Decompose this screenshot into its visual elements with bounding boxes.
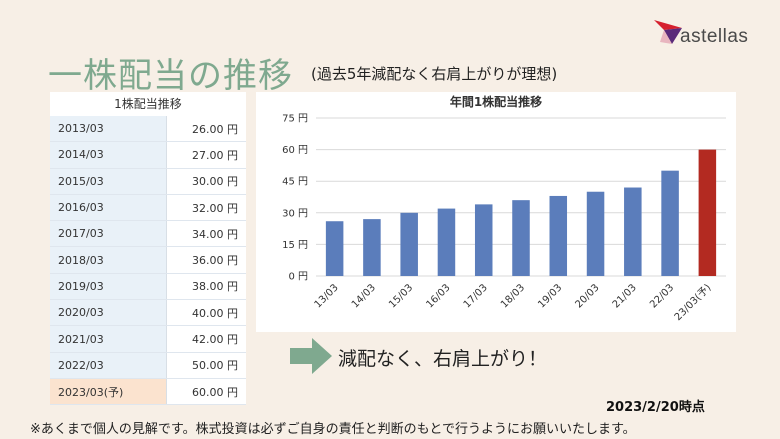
table-row: 2015/03 30.00 円	[50, 168, 246, 195]
x-tick-label: 21/03	[611, 282, 639, 310]
x-tick-label: 16/03	[424, 282, 452, 310]
as-of-date: 2023/2/20時点	[606, 400, 705, 415]
y-tick-label: 30 円	[282, 208, 308, 219]
bar	[363, 219, 381, 276]
x-tick-label: 22/03	[648, 282, 676, 310]
table-row: 2019/03 38.00 円	[50, 273, 246, 301]
x-tick-label: 19/03	[536, 282, 564, 310]
table-row: 2016/03 32.00 円	[50, 194, 246, 222]
bar	[437, 208, 456, 276]
table-row: 2020/03 40.00 円	[50, 299, 246, 327]
y-tick-label: 60 円	[282, 145, 308, 156]
table-cell-year: 2013/03	[50, 116, 167, 143]
y-tick-label: 0 円	[288, 272, 308, 283]
table-cell-year: 2017/03	[50, 220, 167, 248]
dividend-table: 2013/03 26.00 円 2014/03 27.00 円 2015/03 30.00…	[50, 116, 246, 406]
table-row: 2017/03 34.00 円	[50, 220, 246, 248]
table-cell-value: 27.00 円	[166, 141, 246, 169]
x-tick-label: 20/03	[574, 282, 602, 310]
table-caption: 1株配当推移	[114, 97, 182, 111]
bar	[661, 170, 679, 276]
y-tick-label: 45 円	[282, 177, 308, 188]
table-cell-year: 2020/03	[50, 299, 167, 327]
table-row: 2022/03 50.00 円	[50, 352, 246, 379]
table-cell-value: 60.00 円	[166, 378, 246, 406]
table-cell-year: 2023/03(予)	[50, 378, 167, 406]
table-cell-year: 2016/03	[50, 194, 167, 222]
table-cell-value: 30.00 円	[166, 168, 246, 195]
table-row: 2014/03 27.00 円	[50, 141, 246, 169]
bar	[400, 212, 418, 276]
x-tick-label: 18/03	[499, 282, 527, 310]
logo-text: astellas	[680, 26, 749, 47]
x-tick-label: 13/03	[313, 282, 341, 310]
bar	[698, 149, 717, 276]
dividend-chart-panel: 年間1株配当推移 0 円 15 円 30 円 45 円 60 円 75 円 13/03 14…	[256, 92, 736, 332]
disclaimer: ※あくまで個人の見解です。株式投資は必ずご自身の責任と判断のもとで行うようにお願…	[30, 422, 636, 437]
table-cell-value: 36.00 円	[166, 246, 246, 274]
y-tick-label: 75 円	[282, 114, 308, 125]
table-cell-value: 38.00 円	[166, 273, 246, 301]
bar	[549, 195, 568, 276]
bar	[512, 200, 530, 276]
table-cell-value: 26.00 円	[166, 116, 246, 143]
x-tick-label: 17/03	[462, 282, 490, 310]
table-cell-year: 2021/03	[50, 325, 167, 353]
table-cell-year: 2019/03	[50, 273, 167, 301]
bar	[586, 191, 605, 276]
dividend-table-panel: 1株配当推移 2013/03 26.00 円 2014/03 27.00 円 2015/…	[50, 92, 246, 406]
table-cell-year: 2014/03	[50, 141, 167, 169]
bar	[624, 187, 642, 276]
right-arrow-icon	[290, 338, 332, 374]
page-subtitle: (過去5年減配なく右肩上がりが理想)	[311, 65, 558, 83]
bar	[325, 221, 344, 276]
star-logo-icon	[654, 20, 682, 44]
summary-message: 減配なく、右肩上がり！	[338, 348, 548, 370]
table-row: 2021/03 42.00 円	[50, 325, 246, 353]
company-logo: astellas	[652, 14, 764, 50]
table-cell-value: 42.00 円	[166, 325, 246, 353]
table-cell-year: 2022/03	[50, 352, 167, 379]
bar	[474, 204, 493, 276]
table-row: 2023/03(予) 60.00 円	[50, 378, 246, 406]
table-cell-value: 34.00 円	[166, 220, 246, 248]
x-tick-label: 14/03	[350, 282, 378, 310]
table-cell-year: 2018/03	[50, 246, 167, 274]
table-cell-year: 2015/03	[50, 168, 167, 195]
x-tick-label: 15/03	[387, 282, 415, 310]
table-cell-value: 50.00 円	[166, 352, 246, 379]
table-cell-value: 32.00 円	[166, 194, 246, 222]
table-row: 2018/03 36.00 円	[50, 246, 246, 274]
table-row: 2013/03 26.00 円	[50, 116, 246, 143]
chart-title: 年間1株配当推移	[450, 94, 542, 109]
page-title: 一株配当の推移	[48, 56, 293, 96]
dividend-bar-chart: 年間1株配当推移 0 円 15 円 30 円 45 円 60 円 75 円 13/03 14…	[282, 94, 726, 324]
x-tick-label: 23/03(予)	[672, 282, 714, 324]
table-cell-value: 40.00 円	[166, 299, 246, 327]
y-tick-label: 15 円	[282, 240, 308, 251]
